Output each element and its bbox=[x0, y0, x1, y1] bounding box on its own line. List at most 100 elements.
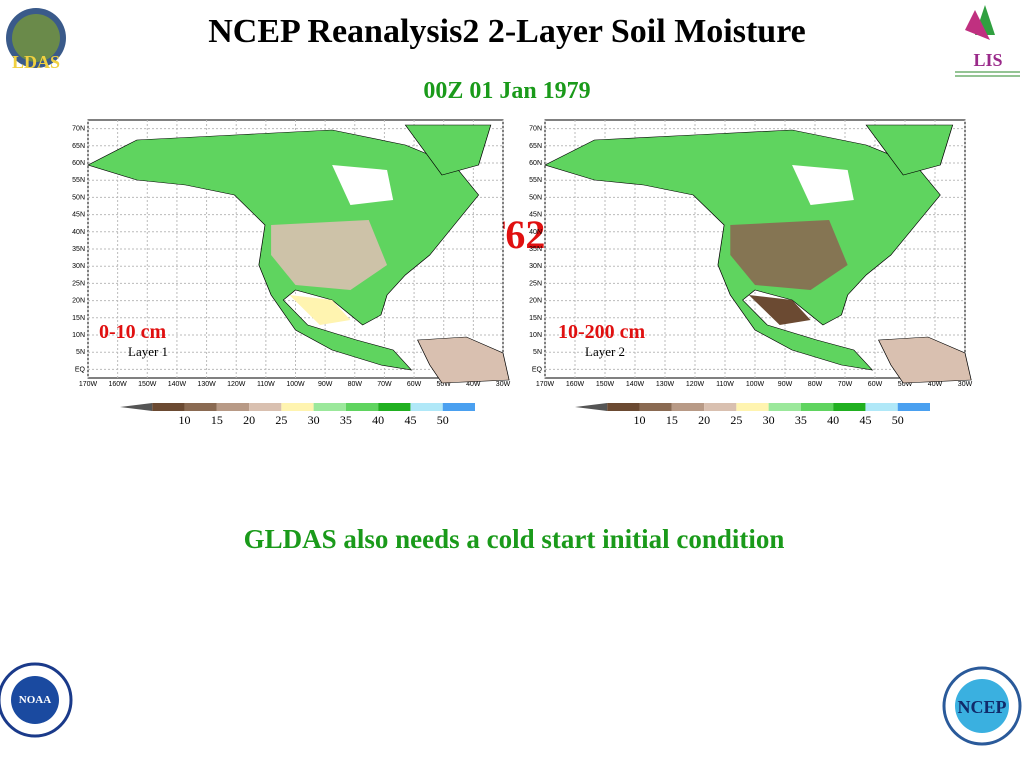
dry-region bbox=[271, 220, 388, 290]
lon-label: 40W bbox=[466, 381, 481, 388]
depth-label: 10-200 cm bbox=[558, 321, 646, 343]
colorbar-label: 15 bbox=[666, 413, 678, 427]
colorbar-swatch bbox=[216, 403, 250, 411]
colorbar-swatch bbox=[607, 403, 640, 411]
land bbox=[87, 124, 510, 384]
lon-label: 50W bbox=[898, 381, 913, 388]
lat-label: 70N bbox=[529, 126, 542, 133]
lon-label: 150W bbox=[138, 381, 157, 388]
footer-text: GLDAS also needs a cold start initial co… bbox=[244, 524, 785, 554]
snow bbox=[332, 165, 394, 205]
lon-label: 30W bbox=[496, 381, 511, 388]
colorbar-swatch bbox=[833, 403, 866, 411]
greenland bbox=[865, 124, 954, 176]
dry-region bbox=[730, 220, 848, 290]
colorbar-label: 45 bbox=[859, 413, 871, 427]
colorbar-swatch bbox=[639, 403, 672, 411]
colorbar-swatch bbox=[281, 403, 314, 411]
lis-logo: LIS bbox=[955, 5, 1020, 77]
land-mass bbox=[417, 336, 510, 384]
lat-label: 5N bbox=[533, 349, 542, 356]
lat-label: 10N bbox=[529, 332, 542, 339]
lon-label: 160W bbox=[108, 381, 127, 388]
lon-label: 60W bbox=[407, 381, 422, 388]
colorbar-swatch bbox=[897, 403, 930, 411]
colorbar-label: 20 bbox=[698, 413, 710, 427]
subtitle: 00Z 01 Jan 1979 bbox=[423, 78, 590, 104]
colorbar-label: 45 bbox=[404, 413, 416, 427]
lat-label: 20N bbox=[529, 298, 542, 305]
ldas-text: LDAS bbox=[12, 52, 60, 72]
lon-label: 130W bbox=[656, 381, 675, 388]
colorbar-label: 35 bbox=[795, 413, 807, 427]
lon-label: 170W bbox=[79, 381, 98, 388]
lat-label: 5N bbox=[76, 349, 85, 356]
lon-label: 120W bbox=[686, 381, 705, 388]
colorbar-end bbox=[575, 403, 608, 411]
dry-region bbox=[748, 295, 811, 325]
lon-label: 140W bbox=[168, 381, 187, 388]
map-panel: 70N 65N 60N 55N 50N 45N 40N 35N 30N 25N 20N 15N 10N 5… bbox=[529, 119, 973, 427]
lon-label: 150W bbox=[596, 381, 615, 388]
layer-label: Layer 1 bbox=[128, 344, 168, 359]
lat-label: 40N bbox=[72, 229, 85, 236]
lon-label: 50W bbox=[437, 381, 452, 388]
lat-label: 70N bbox=[72, 126, 85, 133]
lon-label: 60W bbox=[868, 381, 883, 388]
colorbar-swatch bbox=[152, 403, 185, 411]
lis-text: LIS bbox=[973, 50, 1002, 70]
lat-label: 50N bbox=[529, 194, 542, 201]
colorbar-swatch bbox=[442, 403, 475, 411]
colorbar-end bbox=[120, 403, 153, 411]
lon-label: 40W bbox=[928, 381, 943, 388]
map-panel: 70N 65N 60N 55N 50N 45N 40N 35N 30N 25N 20N 15N 10N 5… bbox=[72, 119, 511, 427]
colorbar-swatch bbox=[671, 403, 705, 411]
lat-label: 45N bbox=[529, 212, 542, 219]
title: NCEP Reanalysis2 2-Layer Soil Moisture bbox=[208, 13, 806, 50]
lat-label: 15N bbox=[72, 315, 85, 322]
lat-label: 65N bbox=[72, 143, 85, 150]
lat-label: 40N bbox=[529, 229, 542, 236]
colorbar-swatch bbox=[184, 403, 217, 411]
lat-label: 30N bbox=[72, 263, 85, 270]
ncep-text: NCEP bbox=[958, 697, 1007, 717]
lon-label: 30W bbox=[958, 381, 973, 388]
lat-label: 25N bbox=[529, 280, 542, 287]
lon-label: 110W bbox=[716, 381, 734, 388]
lon-label: 100W bbox=[286, 381, 305, 388]
colorbar-swatch bbox=[313, 403, 346, 411]
lon-label: 100W bbox=[746, 381, 765, 388]
lon-label: 120W bbox=[227, 381, 246, 388]
colorbar-swatch bbox=[704, 403, 737, 411]
colorbar-label: 10 bbox=[179, 413, 191, 427]
lat-label: 15N bbox=[529, 315, 542, 322]
lat-label: 55N bbox=[72, 177, 85, 184]
lat-label: 30N bbox=[529, 263, 542, 270]
lon-label: 70W bbox=[838, 381, 853, 388]
colorbar-label: 30 bbox=[308, 413, 320, 427]
lat-label: 20N bbox=[72, 298, 85, 305]
lon-label: 80W bbox=[808, 381, 823, 388]
lon-label: 90W bbox=[778, 381, 793, 388]
colorbar-label: 25 bbox=[275, 413, 287, 427]
lon-label: 70W bbox=[377, 381, 392, 388]
colorbar-label: 15 bbox=[211, 413, 223, 427]
lon-label: 90W bbox=[318, 381, 333, 388]
lon-label: 130W bbox=[197, 381, 216, 388]
lat-label: 35N bbox=[529, 246, 542, 253]
colorbar-label: 50 bbox=[437, 413, 449, 427]
snow bbox=[792, 165, 854, 205]
lat-label: 35N bbox=[72, 246, 85, 253]
lat-label: EQ bbox=[532, 366, 543, 373]
lon-label: 160W bbox=[566, 381, 585, 388]
lat-label: EQ bbox=[75, 366, 86, 373]
colorbar-swatch bbox=[768, 403, 801, 411]
layer-label: Layer 2 bbox=[585, 344, 625, 359]
colorbar-swatch bbox=[800, 403, 834, 411]
colorbar-label: 30 bbox=[763, 413, 775, 427]
lon-label: 170W bbox=[536, 381, 555, 388]
dry-region bbox=[289, 295, 351, 325]
depth-label: 0-10 cm bbox=[99, 321, 167, 343]
noaa-logo: NOAA bbox=[0, 662, 73, 738]
